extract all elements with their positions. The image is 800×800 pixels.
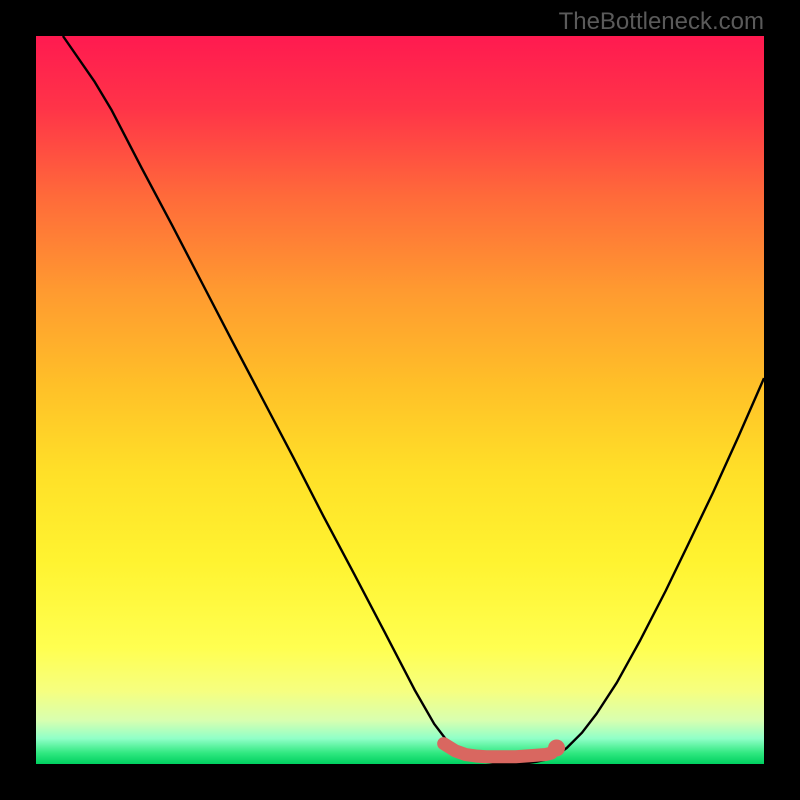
plot-area	[36, 36, 764, 764]
chart-canvas: TheBottleneck.com	[0, 0, 800, 800]
highlight-end-marker	[548, 739, 565, 756]
curve-layer	[36, 36, 764, 764]
branding-text: TheBottleneck.com	[559, 8, 764, 36]
highlight-segment	[444, 744, 552, 757]
main-curve	[63, 36, 764, 764]
